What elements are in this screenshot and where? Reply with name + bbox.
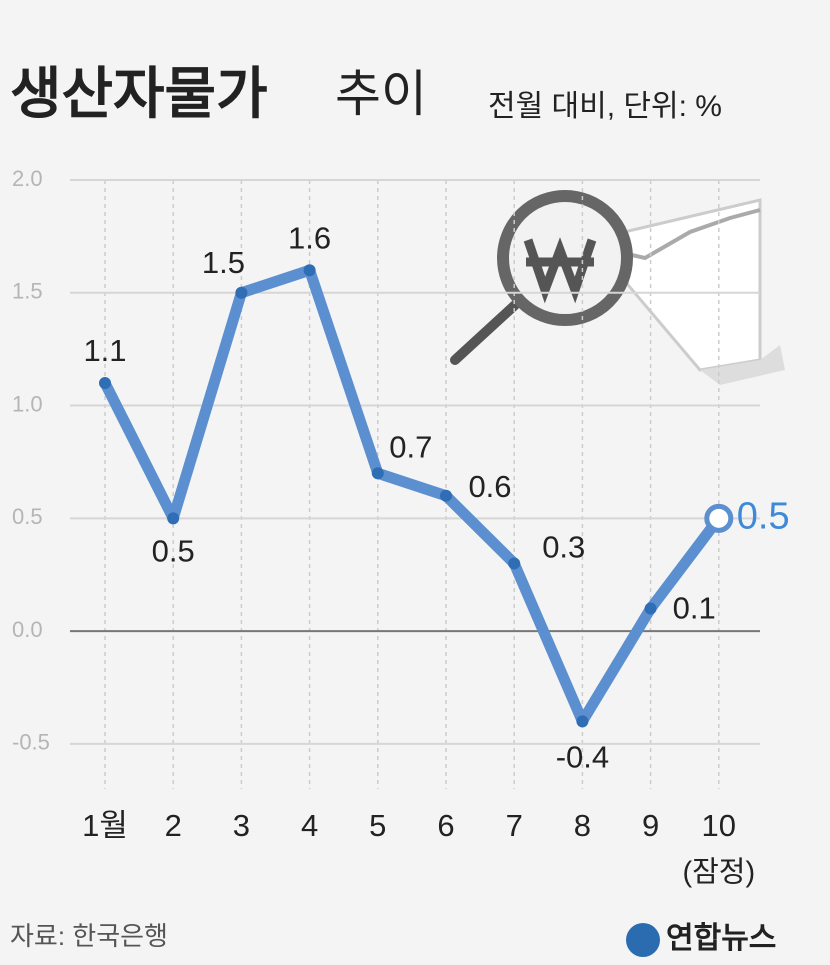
point [576, 715, 589, 728]
y-tick-label: 1.5 [12, 279, 43, 304]
point [440, 489, 452, 502]
data-label: 0.1 [673, 591, 716, 626]
point [508, 557, 521, 570]
chart-title-rest: 추이 [335, 66, 427, 122]
point-last [704, 503, 734, 533]
data-label: 0.5 [152, 534, 195, 569]
data-label: 0.3 [542, 530, 585, 565]
x-tick-label: 6 [437, 808, 454, 843]
y-tick-label: 0.5 [12, 504, 43, 529]
y-tick-label: 0.0 [12, 617, 43, 642]
data-label: 1.6 [288, 220, 331, 255]
y-tick-label: 1.0 [12, 391, 43, 416]
y-tick-label: -0.5 [12, 730, 50, 755]
x-tick-label: 4 [301, 808, 318, 843]
data-label: -0.4 [556, 740, 609, 775]
subtitle: 전월 대비, 단위: % [488, 90, 722, 123]
x-tick-label: 1월 [82, 808, 128, 843]
point [167, 512, 180, 525]
x-tick-label: 2 [165, 808, 182, 843]
logo: 연합뉴스 [626, 922, 776, 957]
point [644, 602, 657, 615]
source: 자료: 한국은행 [10, 921, 168, 951]
y-tick-label: 2.0 [12, 166, 43, 191]
data-label: 1.5 [202, 245, 245, 280]
data-label: 1.1 [83, 333, 126, 368]
point [303, 264, 316, 277]
x-tick-label: 10 [702, 808, 736, 843]
logo-text: 연합뉴스 [666, 922, 776, 955]
data-label: 0.6 [468, 469, 511, 504]
x-tick-label: 5 [369, 808, 386, 843]
x-note: (잠정) [682, 857, 755, 889]
point [235, 286, 248, 299]
x-tick-label: 9 [642, 808, 659, 843]
chart-title: 생산자물가 [10, 62, 268, 125]
data-label-last: 0.5 [737, 495, 790, 537]
line [99, 264, 725, 727]
icon [450, 190, 785, 385]
x-tick-label: 7 [506, 808, 523, 843]
logo-mark [626, 923, 660, 957]
point [371, 467, 384, 480]
data-label: 0.7 [389, 429, 432, 464]
point [99, 377, 111, 389]
x-tick-label: 8 [574, 808, 591, 843]
x-tick-label: 3 [233, 808, 250, 843]
